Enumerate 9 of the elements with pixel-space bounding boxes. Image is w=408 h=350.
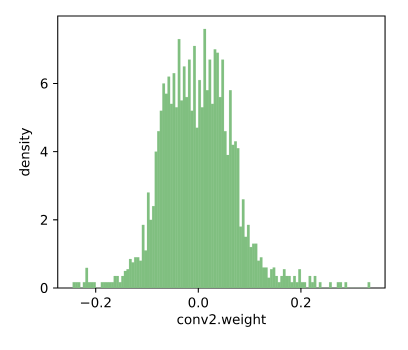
y-tick-label: 0 [40,282,48,294]
y-axis-title: density [19,128,32,176]
y-tick-label: 6 [40,78,48,89]
y-tick-label: 4 [40,146,48,157]
x-axis-title: conv2.weight [177,314,266,327]
x-tick-label: −0.2 [80,297,111,308]
y-tick-label: 2 [40,214,48,225]
x-tick-label: 0.2 [291,297,310,308]
x-tick-label: 0.0 [188,297,208,308]
